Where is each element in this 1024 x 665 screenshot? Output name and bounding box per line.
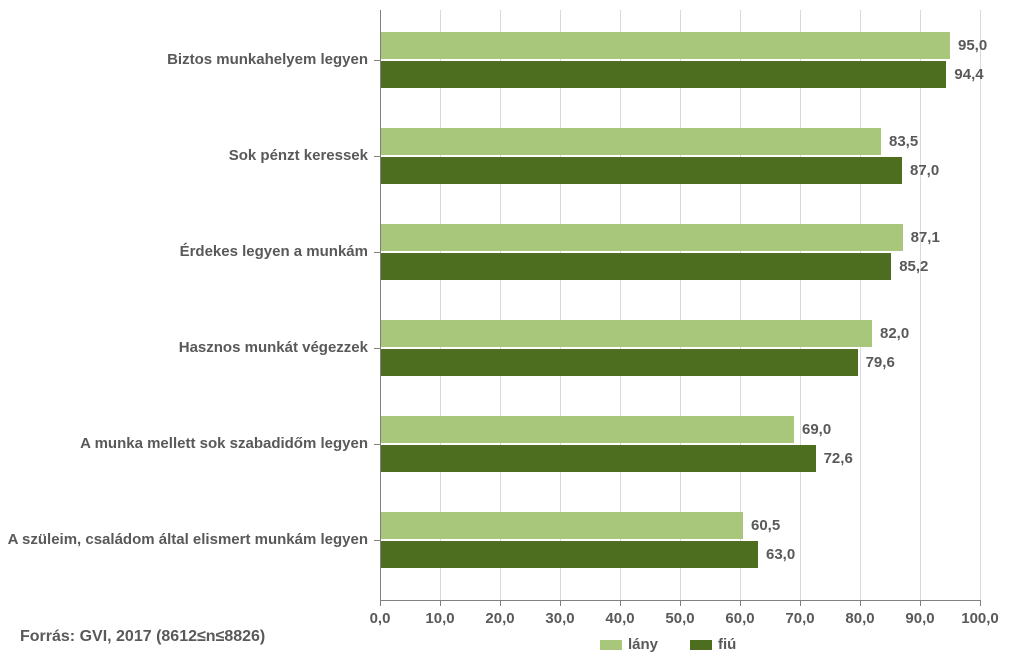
plot-area <box>380 10 980 600</box>
x-tick-label: 50,0 <box>665 610 694 627</box>
bar-value-label: 83,5 <box>889 133 918 150</box>
legend-swatch <box>690 640 712 650</box>
x-axis-line <box>380 600 980 601</box>
x-gridline <box>980 10 981 600</box>
bar-value-label: 79,6 <box>866 354 895 371</box>
source-note: Forrás: GVI, 2017 (8612≤n≤8826) <box>20 628 265 646</box>
bar-lány <box>380 128 881 155</box>
chart-container: 0,0 10,0 20,0 30,0 40,0 50,0 60,0 70,0 80,0 90,0 1… <box>0 0 1024 665</box>
category-label: A munka mellett sok szabadidőm legyen <box>80 435 368 452</box>
legend-label: lány <box>628 636 658 653</box>
x-tick-label: 10,0 <box>425 610 454 627</box>
bar-fiú <box>380 61 946 88</box>
bar-value-label: 69,0 <box>802 421 831 438</box>
bar-value-label: 72,6 <box>824 450 853 467</box>
legend-item-fiú: fiú <box>690 636 736 653</box>
y-tick-mark <box>374 60 380 61</box>
legend: lány fiú <box>600 636 736 653</box>
category-label: Érdekes legyen a munkám <box>180 243 368 260</box>
y-tick-mark <box>374 156 380 157</box>
bar-value-label: 94,4 <box>954 66 983 83</box>
x-tick-label: 70,0 <box>785 610 814 627</box>
bar-value-label: 82,0 <box>880 325 909 342</box>
bar-lány <box>380 224 903 251</box>
bar-value-label: 87,1 <box>911 229 940 246</box>
bar-fiú <box>380 541 758 568</box>
y-axis-line <box>380 10 381 600</box>
category-label: Sok pénzt keressek <box>229 147 368 164</box>
bar-fiú <box>380 445 816 472</box>
bar-lány <box>380 320 872 347</box>
legend-swatch <box>600 640 622 650</box>
y-tick-mark <box>374 252 380 253</box>
x-tick-label: 60,0 <box>725 610 754 627</box>
bar-value-label: 60,5 <box>751 517 780 534</box>
x-tick-label: 20,0 <box>485 610 514 627</box>
bar-value-label: 85,2 <box>899 258 928 275</box>
x-tick-mark <box>980 600 981 606</box>
category-label: A szüleim, családom által elismert munká… <box>8 531 368 548</box>
y-tick-mark <box>374 540 380 541</box>
legend-label: fiú <box>718 636 736 653</box>
category-label: Biztos munkahelyem legyen <box>167 51 368 68</box>
bar-lány <box>380 416 794 443</box>
x-tick-label: 90,0 <box>905 610 934 627</box>
y-tick-mark <box>374 348 380 349</box>
x-gridline <box>800 10 801 600</box>
x-tick-label: 0,0 <box>370 610 391 627</box>
x-tick-label: 100,0 <box>961 610 999 627</box>
category-label: Hasznos munkát végezzek <box>179 339 368 356</box>
x-tick-label: 40,0 <box>605 610 634 627</box>
bar-value-label: 95,0 <box>958 37 987 54</box>
x-tick-label: 30,0 <box>545 610 574 627</box>
bar-fiú <box>380 349 858 376</box>
bar-lány <box>380 32 950 59</box>
bar-fiú <box>380 157 902 184</box>
bar-lány <box>380 512 743 539</box>
y-tick-mark <box>374 444 380 445</box>
x-gridline <box>860 10 861 600</box>
bar-fiú <box>380 253 891 280</box>
bar-value-label: 87,0 <box>910 162 939 179</box>
x-gridline <box>920 10 921 600</box>
bar-value-label: 63,0 <box>766 546 795 563</box>
legend-item-lány: lány <box>600 636 658 653</box>
x-tick-label: 80,0 <box>845 610 874 627</box>
